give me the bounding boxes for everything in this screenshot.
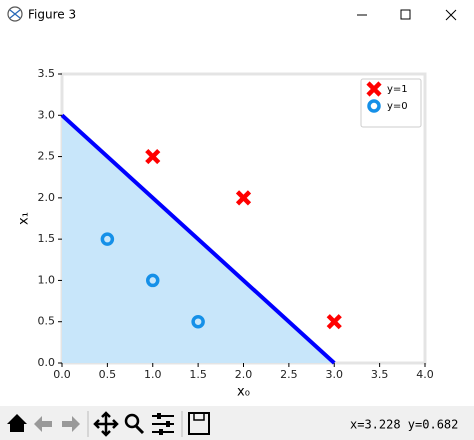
x-tick-label: 1.0 (144, 368, 162, 381)
circle-marker (146, 273, 160, 288)
x-axis-label: x₀ (237, 385, 250, 400)
pan-button[interactable] (93, 411, 119, 437)
window-title: Figure 3 (28, 8, 76, 22)
cursor-status: x=3.228 y=0.682 (350, 418, 458, 432)
y-tick-label: 3.5 (38, 67, 56, 80)
x-tick-label: 1.5 (189, 368, 207, 381)
y-axis-label: x₁ (17, 212, 32, 225)
legend: y=1 y=0 (360, 78, 422, 128)
x-tick-label: 4.0 (416, 368, 434, 381)
x-tick-label: 2.5 (280, 368, 298, 381)
plot: 0.0 0.5 1.0 1.5 2.0 2.5 3.0 3.5 4.0 0.0 0.5 1.0 1.5 2… (17, 67, 434, 400)
cross-stroke (235, 190, 252, 206)
legend-label: y=1 (387, 84, 408, 95)
zoom-button[interactable] (124, 413, 140, 429)
y-tick-label: 1.5 (38, 232, 56, 245)
x-tick-label: 3.0 (326, 368, 344, 381)
x-tick-label: 0.0 (53, 368, 71, 381)
decision-boundary (60, 113, 336, 365)
y-tick-label: 2.0 (38, 191, 56, 204)
app-icon-mark (9, 9, 21, 19)
title-bar: Figure 3 (7, 6, 457, 22)
cross-marker (326, 314, 342, 330)
y-tick-label: 1.0 (38, 273, 56, 286)
circle-marker (367, 99, 381, 113)
y-tick-label: 3.0 (38, 108, 56, 121)
close-button[interactable] (445, 9, 457, 21)
home-button[interactable] (7, 414, 27, 432)
legend-label: y=0 (387, 101, 408, 112)
cross-marker (235, 190, 252, 206)
x-tick-label: 3.5 (371, 368, 389, 381)
cross-marker (366, 81, 382, 97)
circle-marker (100, 232, 115, 246)
cross-stroke (145, 148, 161, 165)
cross-stroke (326, 314, 342, 330)
cross-stroke (366, 81, 382, 97)
y-tick-label: 2.5 (38, 150, 56, 163)
back-button[interactable] (34, 416, 52, 432)
circle-marker (191, 314, 205, 329)
y-tick-label: 0.0 (38, 356, 56, 369)
toolbar: x=3.228 y=0.682 (0, 406, 474, 440)
cross-marker (145, 148, 161, 165)
maximize-button[interactable] (400, 9, 411, 20)
x-tick-label: 2.0 (235, 368, 253, 381)
x-tick-label: 0.5 (99, 368, 117, 381)
y-tick-label: 0.5 (38, 315, 56, 328)
app-icon (7, 6, 23, 22)
forward-button[interactable] (62, 416, 80, 432)
